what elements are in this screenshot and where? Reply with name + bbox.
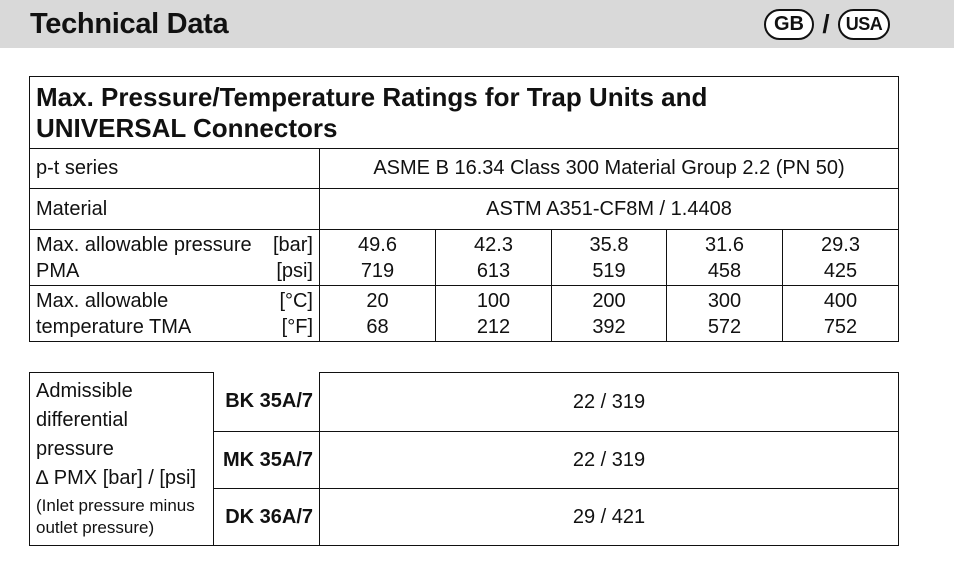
model-label: BK 35A/7 — [213, 372, 320, 432]
temperature-f-value: 392 — [592, 315, 626, 338]
pt-series-value: ASME B 16.34 Class 300 Material Group 2.… — [319, 148, 899, 189]
dp-label-line: ∆ PMX [bar] / [psi] — [36, 467, 197, 489]
differential-pressure-table: Admissible differential pressure ∆ PMX [… — [29, 372, 899, 546]
pressure-bar-value: 42.3 — [474, 233, 513, 256]
pressure-label-cell: Max. allowable pressure [bar] PMA [psi] — [29, 229, 320, 286]
temperature-f-value: 212 — [476, 315, 511, 338]
pressure-unit-2: [psi] — [276, 259, 313, 282]
temperature-label-2: temperature TMA — [36, 315, 192, 338]
temperature-c-value: 100 — [476, 289, 511, 312]
pressure-label-2: PMA — [36, 259, 80, 282]
ratings-title-line-2: UNIVERSAL Connectors — [36, 113, 338, 143]
dp-note-line: outlet pressure) — [36, 518, 155, 537]
lang-separator: / — [822, 8, 830, 39]
lang-badge-gb: GB — [764, 8, 814, 40]
pressure-value-cell: 35.8 519 — [551, 229, 667, 286]
temperature-value-cell: 300 572 — [666, 285, 783, 342]
pressure-bar-value: 35.8 — [589, 233, 629, 256]
ratings-table: Max. Pressure/Temperature Ratings for Tr… — [29, 76, 899, 342]
temperature-value-cell: 400 752 — [782, 285, 899, 342]
temperature-c-value: 200 — [592, 289, 626, 312]
lang-badge-usa: USA — [838, 8, 890, 40]
model-label: MK 35A/7 — [213, 431, 320, 489]
table-row: DK 36A/7 29 / 421 — [30, 488, 899, 546]
differential-value: 22 / 319 — [319, 431, 899, 489]
temperature-f-value: 752 — [823, 315, 858, 338]
pressure-bar-value: 49.6 — [358, 233, 397, 256]
language-indicator: GB / USA — [764, 8, 890, 40]
material-value: ASTM A351-CF8M / 1.4408 — [319, 188, 899, 230]
pressure-psi-value: 458 — [707, 259, 742, 282]
pressure-unit-1: [bar] — [272, 233, 313, 256]
model-label: DK 36A/7 — [213, 488, 320, 546]
pressure-bar-value: 29.3 — [821, 233, 860, 256]
temperature-row: Max. allowable [°C] temperature TMA [°F]… — [29, 285, 899, 342]
ratings-table-title: Max. Pressure/Temperature Ratings for Tr… — [29, 76, 899, 149]
pressure-psi-value: 719 — [360, 259, 395, 282]
temperature-value-cell: 20 68 — [319, 285, 436, 342]
pressure-psi-value: 519 — [592, 259, 626, 282]
dp-note-line: (Inlet pressure minus — [36, 496, 195, 515]
differential-value: 22 / 319 — [319, 372, 899, 432]
temperature-f-value: 68 — [366, 315, 389, 338]
temperature-label-cell: Max. allowable [°C] temperature TMA [°F] — [29, 285, 320, 342]
pressure-bar-value: 31.6 — [705, 233, 744, 256]
temperature-c-value: 300 — [707, 289, 742, 312]
temperature-unit-2: [°F] — [281, 315, 313, 338]
dp-label-line: differential — [36, 409, 128, 431]
temperature-value-cell: 100 212 — [435, 285, 552, 342]
pressure-row: Max. allowable pressure [bar] PMA [psi] … — [29, 229, 899, 286]
table-row: Admissible differential pressure ∆ PMX [… — [29, 372, 899, 546]
pressure-psi-value: 613 — [476, 259, 511, 282]
pressure-value-cell: 49.6 719 — [319, 229, 436, 286]
temperature-c-value: 400 — [823, 289, 858, 312]
pressure-value-cell: 42.3 613 — [435, 229, 552, 286]
differential-value: 29 / 421 — [319, 488, 899, 546]
temperature-value-cell: 200 392 — [551, 285, 667, 342]
dp-label-line: pressure — [36, 438, 114, 460]
temperature-unit-1: [°C] — [279, 289, 313, 312]
differential-pressure-label: Admissible differential pressure ∆ PMX [… — [29, 372, 214, 546]
pressure-psi-value: 425 — [823, 259, 858, 282]
pressure-label-1: Max. allowable pressure — [36, 233, 252, 256]
pressure-value-cell: 29.3 425 — [782, 229, 899, 286]
pt-series-label: p-t series — [29, 148, 320, 189]
table-row: MK 35A/7 22 / 319 — [30, 431, 899, 489]
dp-label-line: Admissible — [36, 380, 133, 402]
temperature-label-1: Max. allowable — [36, 289, 169, 312]
ratings-title-line-1: Max. Pressure/Temperature Ratings for Tr… — [36, 82, 708, 112]
pressure-value-cell: 31.6 458 — [666, 229, 783, 286]
page-title: Technical Data — [30, 8, 229, 40]
temperature-c-value: 20 — [366, 289, 389, 312]
material-label: Material — [29, 188, 320, 230]
temperature-f-value: 572 — [707, 315, 742, 338]
